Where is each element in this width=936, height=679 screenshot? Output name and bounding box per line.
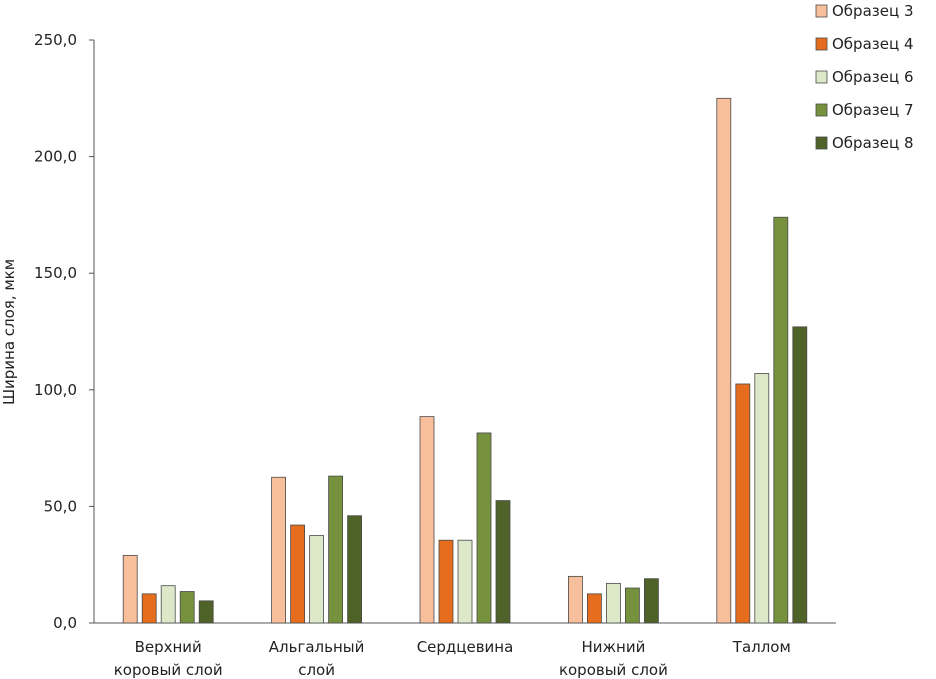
category-label: коровый слой — [114, 661, 223, 679]
bar-образец-8-cat-3 — [495, 500, 511, 624]
bar-образец-3-cat-2 — [271, 476, 287, 624]
bar-образец-8-cat-1 — [198, 600, 214, 624]
legend-swatch — [815, 70, 828, 84]
bar-образец-4-cat-4 — [587, 593, 602, 624]
bar-образец-8-cat-5 — [792, 326, 808, 624]
category-label: Альгальный — [269, 638, 365, 656]
bar-образец-8-cat-4 — [644, 578, 659, 624]
bar-образец-3-cat-4 — [568, 575, 583, 624]
bar-образец-7-cat-5 — [773, 216, 789, 624]
bar-образец-8-cat-2 — [347, 515, 363, 624]
legend-swatch — [815, 37, 828, 51]
legend-label: Образец 4 — [832, 35, 914, 53]
y-tick-label: 100,0 — [34, 381, 77, 399]
legend-label: Образец 3 — [832, 2, 914, 20]
legend-label: Образец 8 — [832, 134, 914, 152]
legend-swatch — [815, 136, 828, 150]
bar-образец-6-cat-4 — [606, 582, 621, 624]
bars — [122, 97, 808, 624]
bar-образец-4-cat-5 — [735, 383, 751, 624]
category-label: Таллом — [732, 638, 791, 656]
bar-образец-4-cat-1 — [141, 593, 157, 624]
bar-образец-7-cat-3 — [476, 432, 492, 624]
axes: 0,0 50,0 100,0 150,0 200,0 250,0 — [34, 31, 836, 632]
y-tick-label: 0,0 — [53, 614, 77, 632]
y-tick-label: 50,0 — [44, 497, 77, 515]
category-label: коровый слой — [559, 661, 668, 679]
bar-образец-3-cat-5 — [716, 97, 732, 624]
bar-образец-4-cat-3 — [438, 539, 454, 624]
legend-swatch — [815, 4, 828, 18]
y-axis-label: Ширина слоя, мкм — [0, 259, 18, 405]
y-tick-label: 250,0 — [34, 31, 77, 49]
legend-label: Образец 7 — [832, 101, 914, 119]
category-labels: Верхний коровый слой Альгальный слой Сердцев… — [114, 638, 791, 679]
bar-образец-6-cat-5 — [754, 373, 770, 624]
bar-образец-4-cat-2 — [290, 524, 306, 624]
y-tick-label: 200,0 — [34, 148, 77, 166]
bar-образец-7-cat-1 — [179, 591, 195, 624]
category-label: Нижний — [581, 638, 645, 656]
bar-образец-7-cat-4 — [625, 587, 640, 624]
legend-swatch — [815, 103, 828, 117]
bar-образец-3-cat-1 — [122, 554, 138, 624]
bar-образец-6-cat-3 — [457, 539, 473, 624]
bar-образец-3-cat-3 — [419, 416, 435, 624]
category-label: Верхний — [135, 638, 202, 656]
legend-label: Образец 6 — [832, 68, 914, 86]
bar-образец-6-cat-2 — [309, 535, 325, 624]
bar-образец-7-cat-2 — [328, 475, 344, 624]
bar-образец-6-cat-1 — [160, 585, 176, 624]
legend: Образец 3 Образец 4 Образец 6 Образец 7 Обра… — [815, 2, 914, 152]
category-label: Сердцевина — [417, 638, 514, 656]
y-tick-label: 150,0 — [34, 264, 77, 282]
category-label: слой — [298, 661, 335, 679]
